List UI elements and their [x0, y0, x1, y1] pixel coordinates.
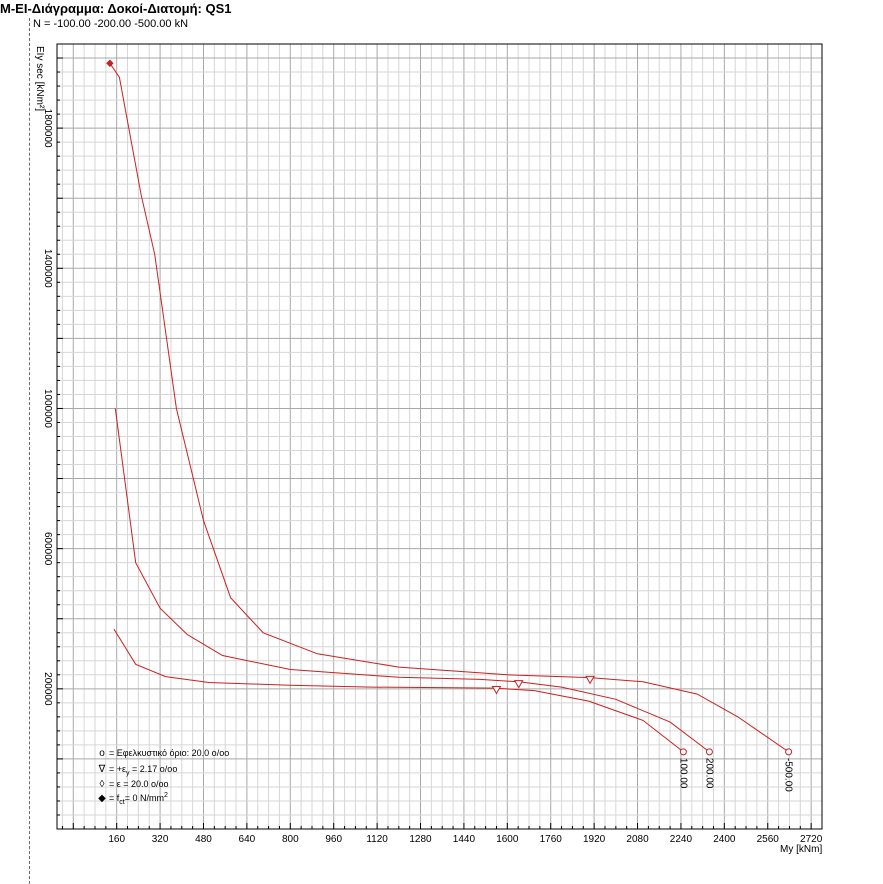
y-tick-label: 1400000 [42, 249, 53, 288]
x-tick-labels: 160 320 480 640 800 960 1120 1280 1440 1600 1760 19… [108, 834, 822, 845]
legend-item: o = Εφελκυστικό όριο: 20.0 o/oo [99, 748, 229, 759]
x-tick-label: 1120 [366, 834, 388, 845]
ultimate-marker [705, 748, 713, 756]
y-axis-label: EIy sec [kNm²] [34, 46, 45, 111]
series-line-2 [109, 63, 789, 753]
x-tick-label: 800 [282, 834, 299, 845]
ultimate-marker [785, 748, 793, 756]
y-tick-label: 200000 [42, 672, 53, 706]
legend-item: ◊ = ε = 20.0 o/oo [100, 779, 169, 790]
x-tick-label: 1920 [583, 834, 606, 845]
series-end-label: -500.00 [783, 758, 794, 792]
legend-symbol: o [99, 748, 105, 759]
legend-text: = fct= 0 N/mm2 [109, 792, 168, 806]
yield-marker [585, 675, 595, 685]
series-line-0 [113, 628, 684, 753]
series-end-label: 200.00 [703, 758, 714, 789]
y-tick-labels: 200000 600000 1000000 1400000 1800000 [42, 109, 53, 706]
x-tick-label: 2560 [757, 834, 780, 845]
legend-symbol: ∇ [98, 764, 106, 775]
x-axis-label: My [kNm] [780, 844, 822, 855]
legend-text: = +εy = 2.17 o/oo [109, 764, 177, 777]
yield-marker [513, 680, 524, 689]
legend-symbol: ◊ [100, 779, 105, 790]
legend: o = Εφελκυστικό όριο: 20.0 o/oo∇ = +εy = 2… [98, 748, 230, 806]
legend-item: ◆ = fct= 0 N/mm2 [98, 792, 168, 806]
yield-marker [491, 686, 502, 695]
chart-title: M-EI-Διάγραμμα: Δοκοί-Διατομή: QS1 [0, 1, 232, 16]
y-tick-label: 600000 [42, 532, 53, 566]
fct-marker [106, 59, 114, 67]
y-tick-label: 1000000 [42, 389, 53, 428]
x-tick-label: 160 [108, 834, 125, 845]
x-tick-label: 320 [152, 834, 169, 845]
x-tick-label: 1280 [409, 834, 432, 845]
legend-symbol: ◆ [98, 793, 106, 804]
y-tick-label: 1800000 [42, 109, 53, 148]
axis-ticks [57, 57, 812, 829]
x-tick-label: 480 [195, 834, 212, 845]
x-tick-label: 1760 [540, 834, 563, 845]
x-tick-label: 1440 [453, 834, 476, 845]
ultimate-marker [679, 748, 687, 756]
series-line-1 [114, 408, 710, 753]
x-tick-label: 640 [239, 834, 256, 845]
series-group: 100.00 200.00 -500.00 [106, 59, 794, 792]
legend-text: = Εφελκυστικό όριο: 20.0 o/oo [109, 748, 229, 758]
x-tick-label: 2400 [713, 834, 736, 845]
x-tick-label: 1600 [496, 834, 519, 845]
legend-item: ∇ = +εy = 2.17 o/oo [98, 764, 178, 777]
left-guide-line [29, 18, 30, 884]
grid [57, 44, 822, 829]
legend-text: = ε = 20.0 o/oo [109, 779, 169, 789]
x-tick-label: 2080 [626, 834, 649, 845]
series-end-label: 100.00 [677, 758, 688, 789]
x-tick-label: 2240 [670, 834, 693, 845]
x-tick-label: 960 [325, 834, 342, 845]
chart-subtitle: N = -100.00 -200.00 -500.00 kN [33, 18, 189, 30]
x-tick-label: 2720 [800, 834, 823, 845]
